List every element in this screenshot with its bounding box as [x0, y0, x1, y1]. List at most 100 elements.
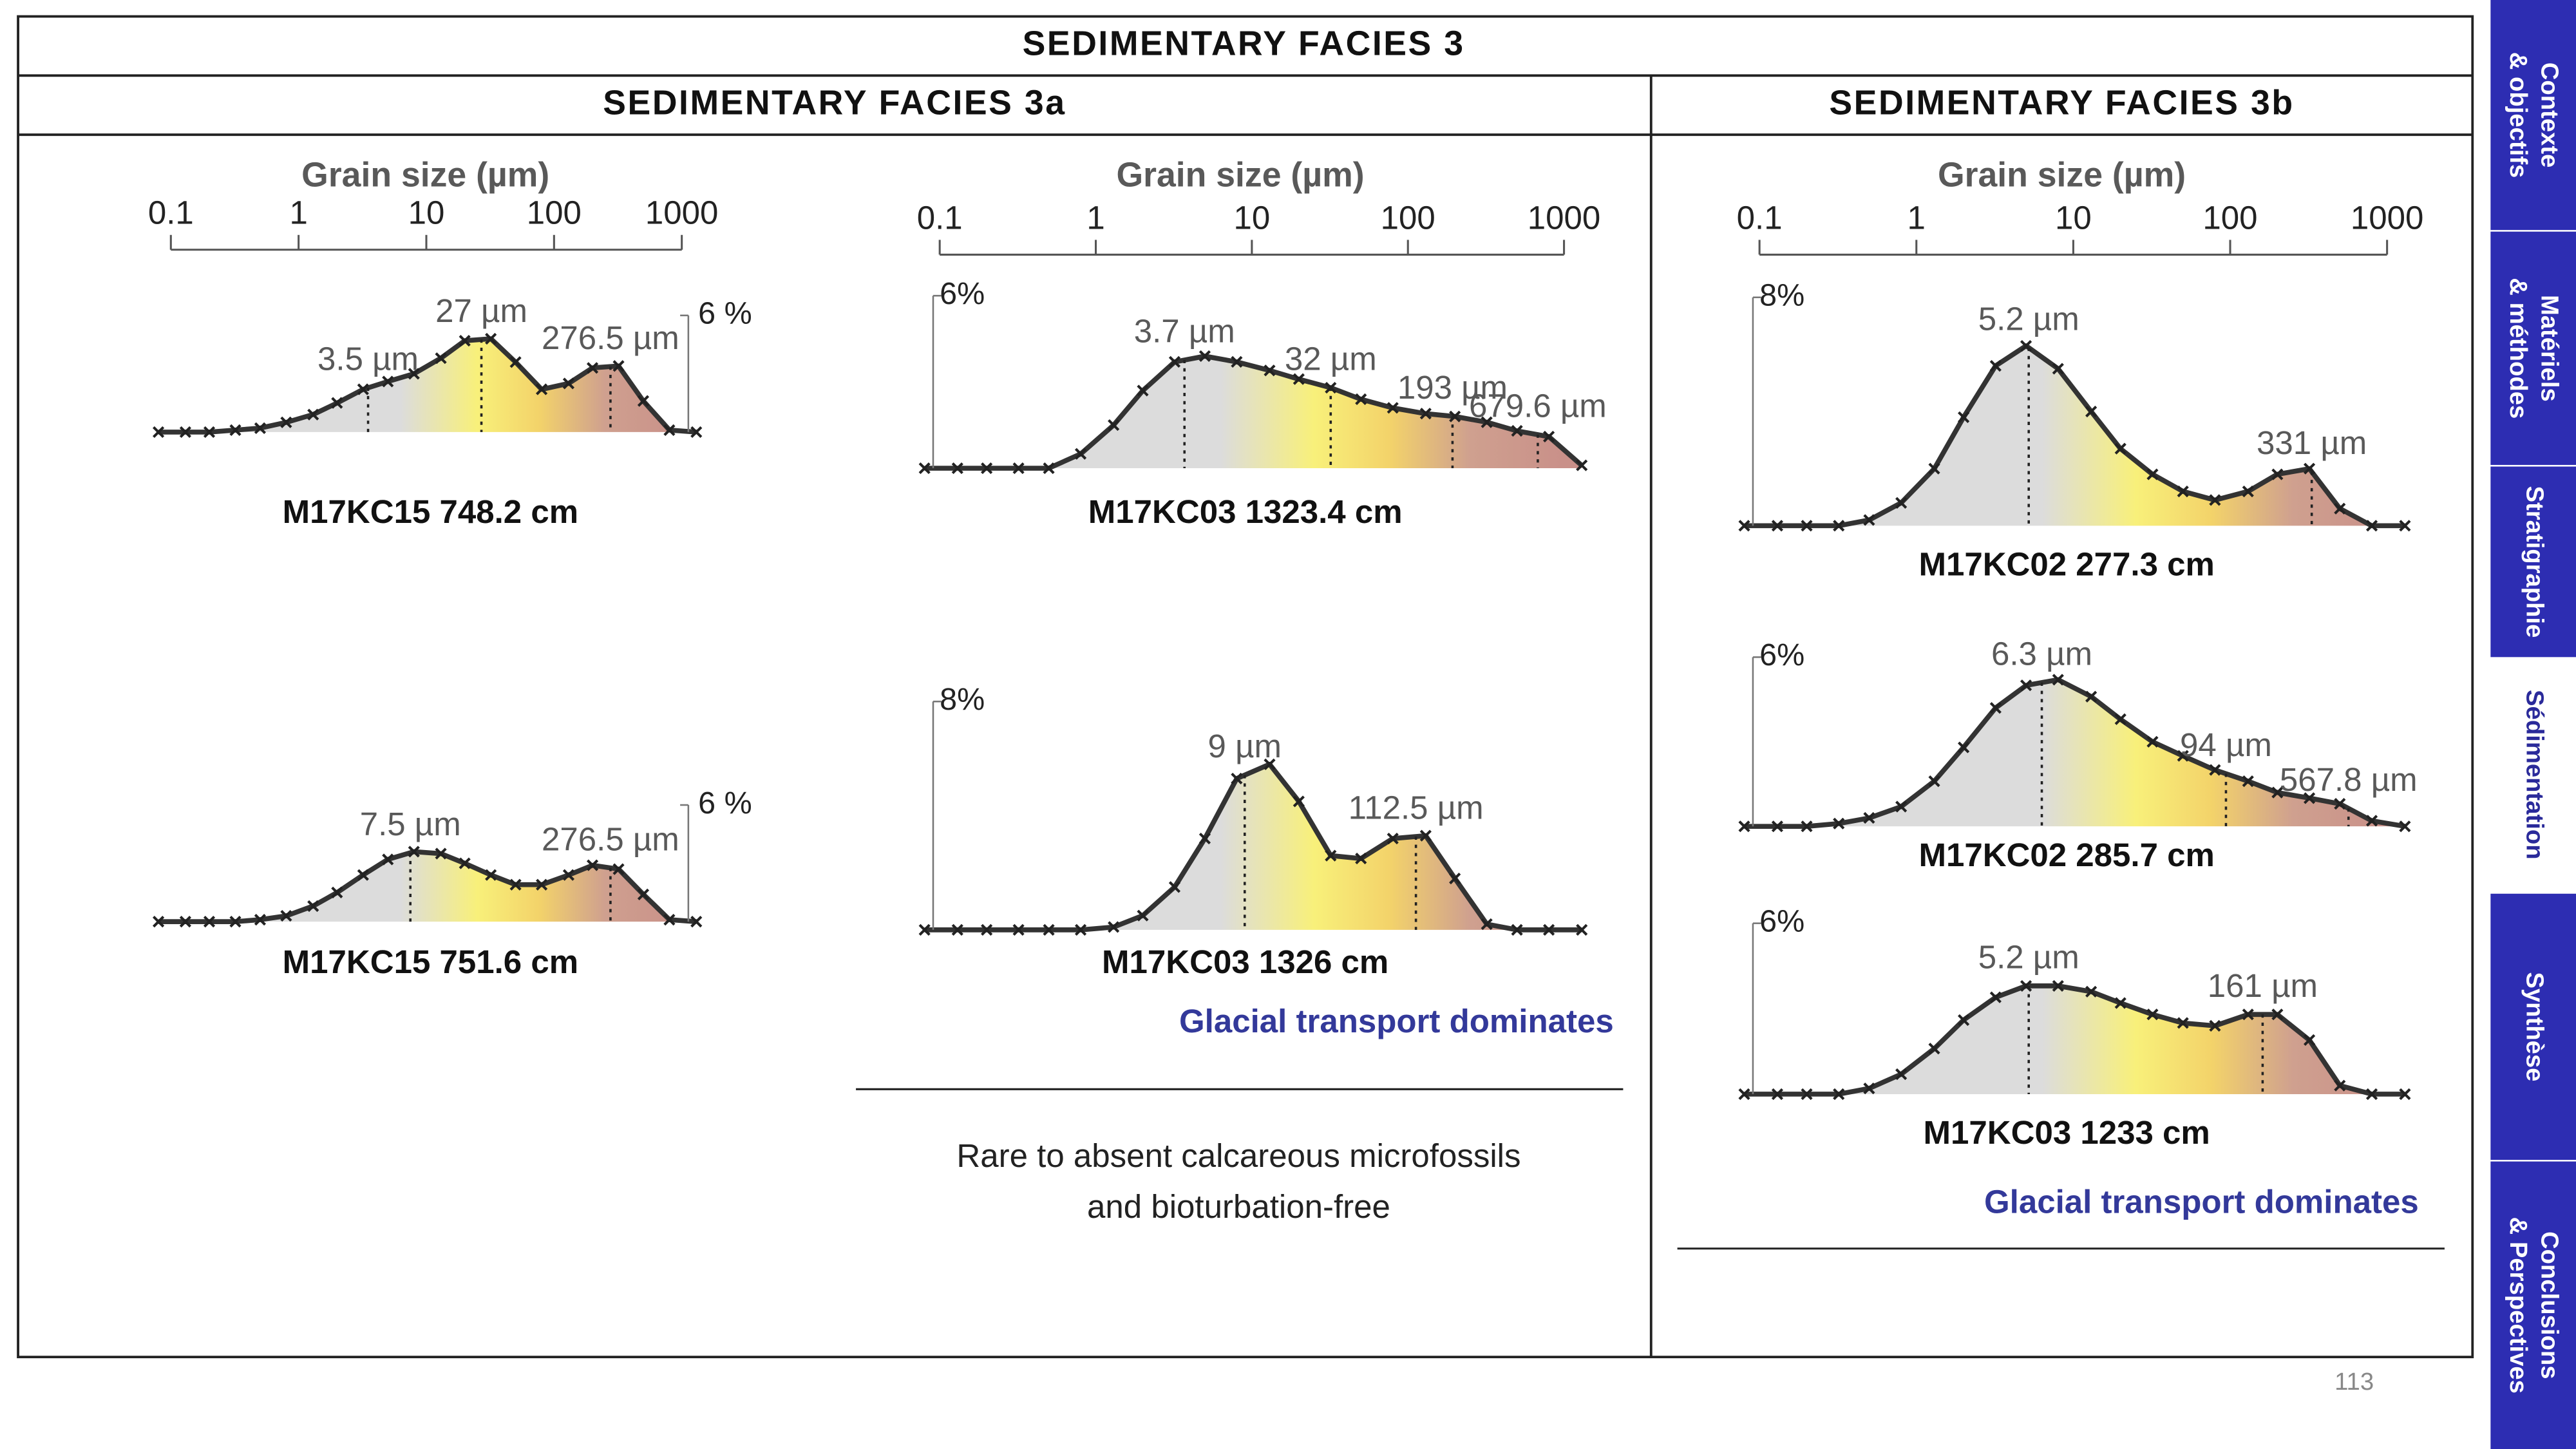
tick-label: 1000: [1528, 199, 1601, 236]
marker: [1989, 360, 2002, 372]
nav-tab-label: Sédimentation: [2521, 690, 2549, 860]
tick-label: 100: [527, 194, 582, 231]
marker: [612, 360, 625, 372]
marker: [2114, 442, 2126, 455]
marker: [280, 909, 292, 922]
nav-text[interactable]: Synthèse: [2521, 972, 2549, 1081]
marker: [1738, 520, 1750, 532]
sample-label: M17KC03 1326 cm: [1102, 943, 1388, 980]
axis-title: Grain size (µm): [1116, 156, 1364, 194]
marker: [408, 368, 420, 380]
marker: [637, 395, 650, 407]
marker: [1928, 462, 1940, 475]
marker: [203, 916, 216, 928]
y-tick-label: 6%: [940, 276, 985, 311]
marker: [331, 397, 343, 409]
marker: [1863, 811, 1875, 824]
marker: [1074, 448, 1087, 460]
section-title: SEDIMENTARY FACIES 3a: [603, 84, 1066, 122]
marker: [382, 375, 394, 388]
marker: [2399, 520, 2411, 532]
marker: [2271, 468, 2284, 480]
marker: [1449, 872, 1461, 885]
marker: [2399, 1088, 2411, 1101]
marker: [1771, 1088, 1783, 1101]
marker: [690, 426, 703, 439]
marker: [1293, 373, 1305, 385]
nav-text[interactable]: & objectifs: [2505, 52, 2532, 178]
curve-fill: [1744, 679, 2405, 827]
nav-text[interactable]: Conclusions: [2536, 1231, 2564, 1379]
nav-text[interactable]: Matériels: [2536, 295, 2564, 402]
marker: [2052, 363, 2064, 375]
axis-title: Grain size (µm): [301, 156, 549, 194]
tick-label: 0.1: [1737, 199, 1783, 236]
peak-label: 94 µm: [2180, 726, 2272, 763]
peak-label: 3.7 µm: [1134, 313, 1235, 350]
marker: [1738, 820, 1750, 833]
sample-label: M17KC03 1233 cm: [1924, 1114, 2210, 1151]
nav-tab-label: Synthèse: [2521, 972, 2549, 1081]
peak-label: 9 µm: [1208, 728, 1282, 764]
peak-label: 5.2 µm: [1978, 939, 2079, 976]
marker: [951, 462, 963, 475]
sample-label: M17KC02 277.3 cm: [1918, 546, 2214, 583]
marker: [2177, 486, 2189, 498]
peak-label: 32 µm: [1285, 341, 1377, 377]
nav-tab[interactable]: [2490, 0, 2576, 231]
sample-label: M17KC15 751.6 cm: [283, 943, 578, 980]
marker: [2085, 690, 2098, 703]
marker: [2052, 674, 2064, 686]
marker: [1387, 402, 1399, 414]
curve: [158, 336, 697, 435]
note: Glacial transport dominates: [1984, 1183, 2419, 1220]
marker: [2177, 750, 2189, 762]
curve: [1744, 983, 2405, 1097]
marker: [2085, 985, 2098, 998]
marker: [1801, 520, 1813, 532]
marker: [179, 916, 192, 928]
sample-label: M17KC15 748.2 cm: [283, 493, 578, 530]
nav-tab[interactable]: [2490, 466, 2576, 658]
marker: [357, 869, 369, 881]
marker: [1801, 1088, 1813, 1101]
marker: [2146, 735, 2159, 748]
marker: [1231, 355, 1243, 368]
nav-text[interactable]: Stratigraphie: [2521, 486, 2549, 638]
nav-text[interactable]: & Perspectives: [2505, 1217, 2532, 1394]
marker: [2334, 502, 2346, 515]
nav-tab-label: Contexte& objectifs: [2505, 52, 2563, 178]
marker: [536, 383, 548, 395]
marker: [1419, 408, 1432, 420]
title: SEDIMENTARY FACIES 3: [1023, 25, 1465, 63]
marker: [1137, 909, 1149, 922]
marker: [562, 377, 575, 390]
curve-fill: [1744, 985, 2405, 1094]
nav-text[interactable]: Sédimentation: [2521, 690, 2549, 860]
peak-label: 5.2 µm: [1978, 301, 2079, 337]
nav-tab[interactable]: [2490, 893, 2576, 1160]
marker: [179, 426, 192, 439]
marker: [637, 888, 650, 900]
nav-text[interactable]: & méthodes: [2505, 278, 2532, 419]
marker: [1895, 497, 1908, 509]
description: Rare to absent calcareous microfossils: [956, 1137, 1520, 1174]
marker: [459, 334, 471, 347]
marker: [1325, 849, 1337, 862]
marker: [2209, 764, 2221, 776]
marker: [435, 848, 447, 860]
nav-tab[interactable]: [2490, 657, 2576, 893]
marker: [1481, 416, 1493, 428]
nav-tab[interactable]: [2490, 231, 2576, 465]
marker: [152, 916, 165, 928]
marker: [2242, 486, 2254, 498]
nav-tab[interactable]: [2490, 1161, 2576, 1449]
marker: [254, 914, 267, 926]
marker: [2365, 1088, 2378, 1101]
nav-text[interactable]: Contexte: [2536, 62, 2564, 168]
marker: [1108, 921, 1120, 933]
curve-fill: [924, 764, 1582, 930]
marker: [2365, 520, 2378, 532]
marker: [1043, 462, 1055, 475]
